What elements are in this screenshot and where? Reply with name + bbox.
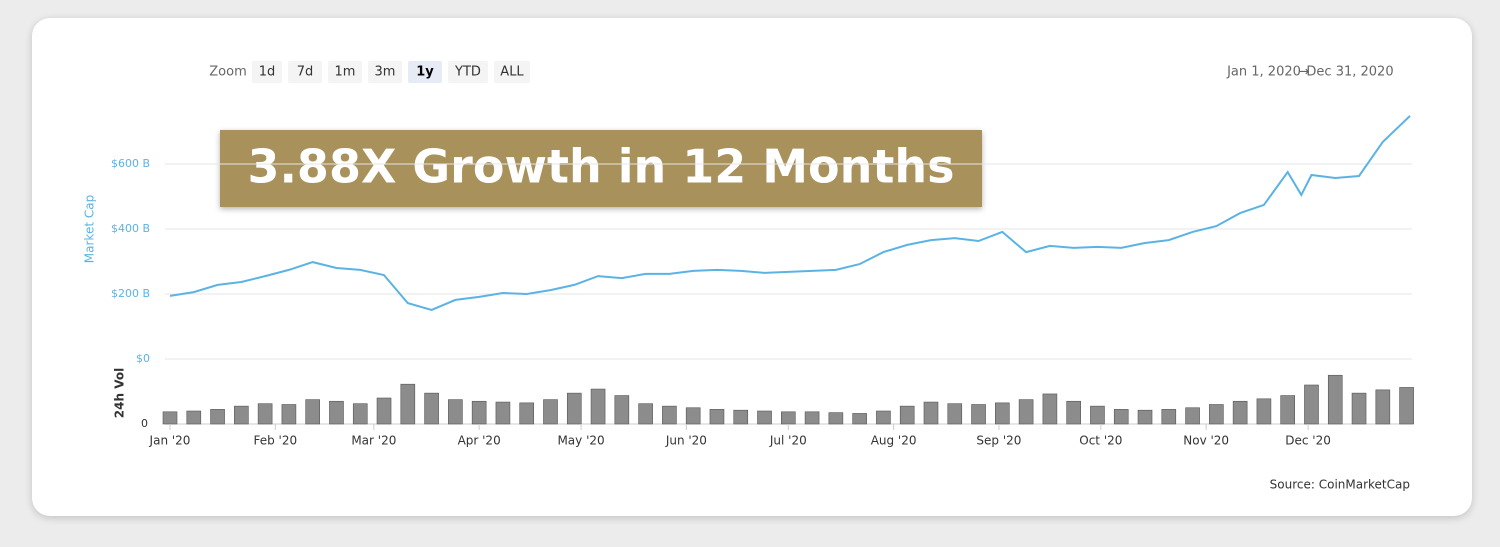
- volume-bar: [614, 395, 630, 425]
- volume-bar: [519, 402, 535, 425]
- range-from: Jan 1, 2020: [1226, 65, 1301, 80]
- y2-axis-title: 24h Vol: [113, 368, 127, 418]
- volume-bar: [1280, 395, 1295, 425]
- volume-bar: [1042, 393, 1058, 425]
- volume-bar: [1161, 409, 1177, 425]
- volume-bar: [1232, 400, 1248, 425]
- volume-bar: [685, 407, 701, 425]
- zoom-button[interactable]: [328, 61, 362, 83]
- volume-bar: [852, 413, 867, 425]
- volume-bar: [662, 405, 677, 425]
- volume-bar: [1327, 374, 1343, 425]
- zoom-button-label[interactable]: 1m: [335, 65, 356, 80]
- volume-bar: [1066, 400, 1081, 425]
- zoom-button-label[interactable]: 3m: [375, 65, 396, 80]
- volume-bar: [757, 410, 772, 425]
- volume-bar: [257, 403, 273, 425]
- annotation: 3.88X Growth in 12 Months: [247, 140, 954, 194]
- y-tick-label: $0: [136, 352, 150, 365]
- zoom-button[interactable]: [448, 61, 488, 83]
- volume-bar: [471, 400, 487, 425]
- market-cap-line: [169, 115, 1411, 311]
- volume-bar: [995, 402, 1010, 425]
- y-tick-label: $400 B: [111, 222, 150, 235]
- volume-bar: [305, 399, 320, 425]
- zoom-button-label[interactable]: ALL: [500, 65, 524, 80]
- x-tick-label: Jun '20: [665, 434, 707, 448]
- volume-bar: [781, 411, 796, 425]
- x-tick-label: Feb '20: [253, 434, 297, 448]
- y-tick-label: 0: [141, 417, 148, 430]
- volume-bar: [400, 383, 416, 425]
- x-tick-label: Dec '20: [1285, 434, 1331, 448]
- zoom-button-label[interactable]: YTD: [454, 65, 481, 80]
- volume-bar: [804, 411, 820, 425]
- volume-bar: [329, 400, 344, 425]
- volume-bar: [1399, 387, 1414, 425]
- volume-bar: [543, 399, 558, 425]
- volume-bar: [281, 404, 297, 425]
- volume-bar: [1018, 399, 1034, 425]
- volume-bar: [638, 403, 653, 425]
- zoom-button[interactable]: [288, 61, 322, 83]
- x-tick-label: May '20: [557, 434, 604, 448]
- x-tick-label: Jan '20: [149, 434, 191, 448]
- volume-bar: [1304, 384, 1319, 425]
- x-tick-label: Aug '20: [871, 434, 917, 448]
- x-tick-label: Nov '20: [1183, 434, 1229, 448]
- volume-bar: [495, 401, 511, 425]
- x-tick-label: Jul '20: [769, 434, 807, 448]
- y-tick-label: $200 B: [111, 287, 150, 300]
- zoom-button[interactable]: [408, 61, 442, 83]
- volume-bar: [566, 392, 582, 425]
- volume-bar: [1209, 404, 1224, 425]
- volume-bar: [186, 410, 202, 425]
- zoom-button[interactable]: [494, 61, 530, 83]
- volume-bar: [448, 399, 463, 425]
- annotation-box: [220, 130, 982, 207]
- volume-bar: [828, 412, 844, 425]
- volume-bar: [1137, 409, 1153, 425]
- zoom-button-label[interactable]: 1y: [416, 65, 434, 80]
- volume-bar: [899, 405, 915, 425]
- zoom-button[interactable]: [252, 61, 282, 83]
- volume-bar: [162, 411, 178, 425]
- volume-bar: [210, 409, 225, 425]
- volume-bar: [876, 410, 891, 425]
- volume-bar: [947, 403, 963, 425]
- y-tick-label: $600 B: [111, 157, 150, 170]
- zoom-button-label[interactable]: 7d: [297, 65, 314, 80]
- volume-bar: [234, 405, 249, 425]
- volume-bar: [923, 401, 939, 425]
- volume-bar: [1375, 389, 1391, 425]
- volume-bar: [1090, 405, 1105, 425]
- volume-bar: [352, 403, 368, 425]
- volume-bar: [1351, 392, 1367, 425]
- x-tick-label: Oct '20: [1079, 434, 1122, 448]
- volume-bar: [424, 392, 439, 425]
- range-to: Dec 31, 2020: [1306, 65, 1393, 80]
- range-arrow: →: [1299, 65, 1310, 80]
- x-tick-label: Mar '20: [351, 434, 396, 448]
- zoom-label: Zoom: [209, 65, 246, 80]
- volume-bar: [733, 409, 749, 425]
- card: [32, 18, 1472, 516]
- volume-bar: [1256, 398, 1272, 425]
- volume-bar: [376, 397, 392, 425]
- zoom-button-label[interactable]: 1d: [259, 65, 276, 80]
- volume-bar: [709, 409, 725, 425]
- source: Source: CoinMarketCap: [1270, 478, 1410, 492]
- volume-bar: [1113, 409, 1129, 425]
- volume-bar: [971, 404, 986, 425]
- x-tick-label: Apr '20: [458, 434, 501, 448]
- volume-bar: [1185, 407, 1200, 425]
- zoom-button[interactable]: [368, 61, 402, 83]
- x-tick-label: Sep '20: [976, 434, 1021, 448]
- y-axis-title: Market Cap: [83, 195, 97, 263]
- volume-bar: [590, 388, 606, 425]
